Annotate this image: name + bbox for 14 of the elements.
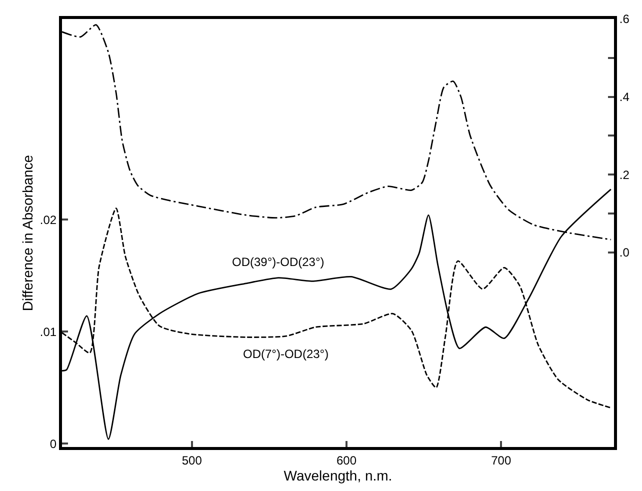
y2-tick-label: .6 [619,12,630,26]
y-tick-label: 0 [50,436,57,451]
y-axis-title: Difference in Absorbance [20,154,36,312]
y2-tick-label: .0 [619,246,630,260]
y-tick-label: .01 [40,324,57,339]
y2-tick-label: .4 [619,90,630,104]
x-tick-label: 600 [336,453,357,468]
y2-tick-label: .2 [619,168,630,182]
x-tick-label: 500 [182,453,202,468]
annotation: OD(7°)-OD(23°) [243,347,329,361]
y-tick-label: .02 [40,212,57,227]
annotation: OD(39°)-OD(23°) [232,255,324,269]
x-axis-title: Wavelength, n.m. [284,467,392,484]
x-tick-label: 700 [491,453,512,468]
